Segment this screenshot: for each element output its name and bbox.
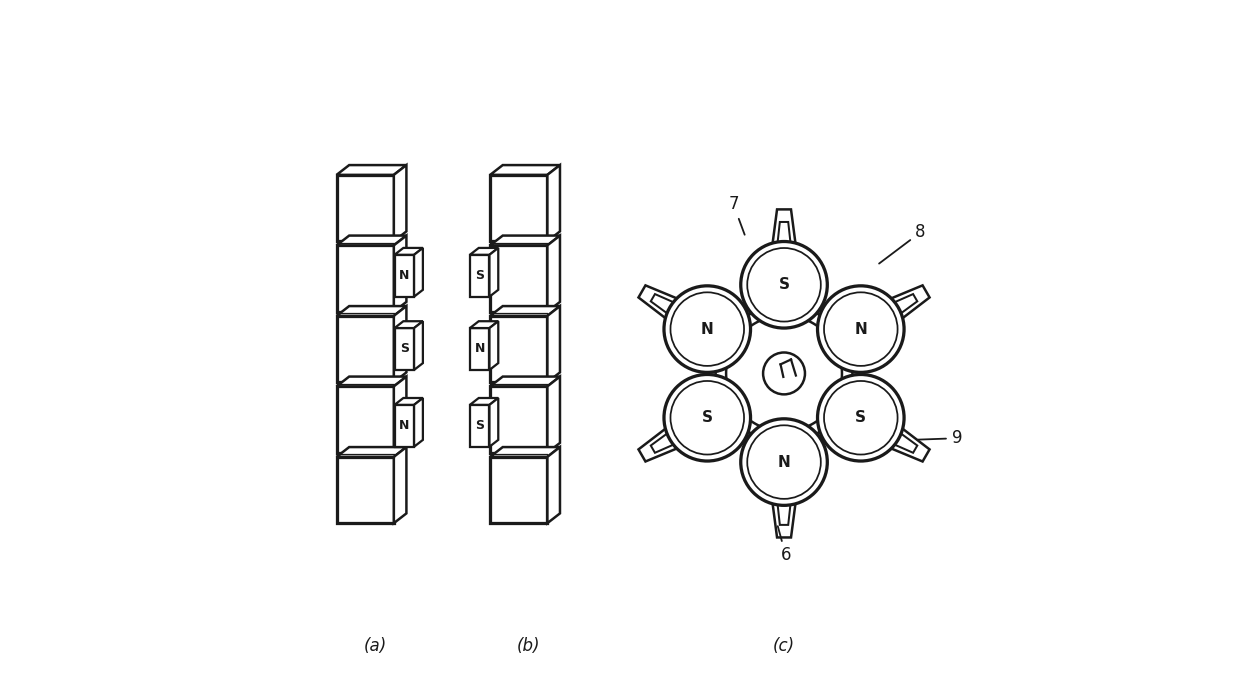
Polygon shape (394, 377, 407, 452)
Polygon shape (490, 456, 547, 524)
Text: (b): (b) (517, 637, 541, 655)
Polygon shape (765, 209, 804, 305)
Polygon shape (470, 398, 498, 405)
Polygon shape (394, 405, 414, 447)
Text: N: N (701, 322, 714, 336)
Circle shape (740, 419, 827, 505)
Polygon shape (490, 245, 547, 311)
Polygon shape (470, 405, 490, 447)
Polygon shape (639, 391, 734, 461)
Text: N: N (854, 322, 867, 336)
Polygon shape (808, 311, 823, 326)
Polygon shape (639, 285, 734, 356)
Polygon shape (394, 248, 423, 255)
Text: N: N (399, 419, 409, 432)
Polygon shape (651, 394, 735, 453)
Polygon shape (470, 248, 498, 255)
Text: S: S (856, 410, 867, 425)
Text: N: N (475, 343, 485, 355)
Polygon shape (490, 398, 498, 447)
Polygon shape (745, 421, 760, 436)
Text: S: S (779, 277, 790, 292)
Circle shape (817, 375, 904, 461)
Polygon shape (414, 248, 423, 297)
Polygon shape (547, 306, 560, 382)
Polygon shape (808, 421, 823, 436)
Polygon shape (833, 394, 918, 453)
Polygon shape (414, 321, 423, 370)
Text: S: S (702, 410, 713, 425)
Text: S: S (475, 419, 484, 432)
Polygon shape (336, 174, 394, 241)
Polygon shape (394, 235, 407, 311)
Text: (a): (a) (363, 637, 387, 655)
Polygon shape (490, 321, 498, 370)
Polygon shape (842, 367, 852, 380)
Polygon shape (336, 245, 394, 311)
Polygon shape (470, 255, 490, 297)
Text: 6: 6 (777, 526, 791, 565)
Polygon shape (394, 398, 423, 405)
Polygon shape (336, 456, 394, 524)
Polygon shape (770, 222, 797, 309)
Polygon shape (770, 438, 797, 525)
Circle shape (817, 286, 904, 373)
Text: S: S (475, 269, 484, 282)
Polygon shape (336, 235, 407, 245)
Text: N: N (777, 454, 790, 470)
Polygon shape (745, 311, 760, 326)
Polygon shape (394, 328, 414, 370)
Circle shape (706, 295, 863, 452)
Text: 8: 8 (879, 223, 926, 264)
Polygon shape (547, 165, 560, 241)
Polygon shape (336, 387, 394, 452)
Polygon shape (336, 306, 407, 315)
Polygon shape (394, 306, 407, 382)
Polygon shape (547, 447, 560, 524)
Polygon shape (490, 447, 560, 456)
Polygon shape (414, 398, 423, 447)
Polygon shape (833, 285, 930, 356)
Polygon shape (336, 165, 407, 174)
Polygon shape (547, 377, 560, 452)
Polygon shape (490, 248, 498, 297)
Polygon shape (336, 315, 394, 382)
Polygon shape (470, 328, 490, 370)
Polygon shape (394, 447, 407, 524)
Polygon shape (490, 387, 547, 452)
Polygon shape (490, 165, 560, 174)
Polygon shape (765, 442, 804, 537)
Text: N: N (399, 269, 409, 282)
Polygon shape (490, 174, 547, 241)
Polygon shape (833, 294, 918, 353)
Polygon shape (394, 165, 407, 241)
Circle shape (663, 374, 750, 461)
Polygon shape (490, 235, 560, 245)
Polygon shape (394, 255, 414, 297)
Polygon shape (651, 294, 735, 353)
Text: (c): (c) (773, 637, 795, 655)
Polygon shape (394, 321, 423, 328)
Polygon shape (833, 391, 930, 461)
Circle shape (663, 286, 750, 373)
Polygon shape (490, 315, 547, 382)
Polygon shape (470, 321, 498, 328)
Polygon shape (336, 447, 407, 456)
Polygon shape (490, 306, 560, 315)
Polygon shape (547, 235, 560, 311)
Circle shape (740, 242, 827, 328)
Polygon shape (715, 367, 727, 380)
Polygon shape (336, 377, 407, 387)
Text: 9: 9 (918, 429, 962, 447)
Polygon shape (490, 377, 560, 387)
Circle shape (763, 352, 805, 394)
Text: S: S (399, 343, 409, 355)
Text: 7: 7 (728, 195, 745, 235)
